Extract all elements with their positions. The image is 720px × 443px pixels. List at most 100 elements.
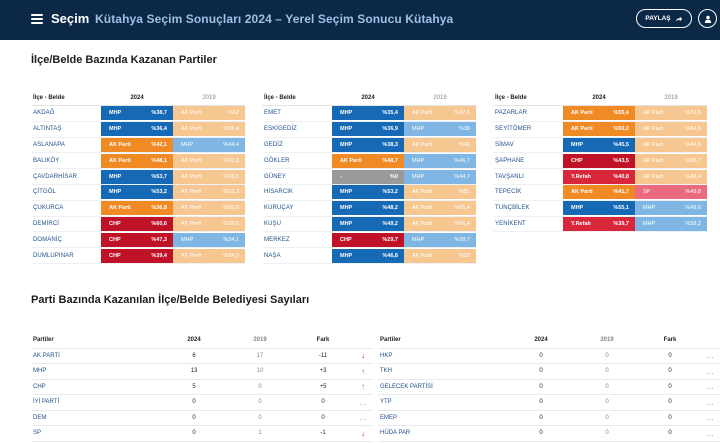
district-name[interactable]: TUNÇBİLEK [495,205,530,212]
district-name[interactable]: ÇUKURCA [33,205,64,212]
district-row[interactable]: PAZARLAR AK Parti %55,4 AK Parti %72,5 [493,106,707,122]
result-2024: CHP %43,5 [563,153,635,168]
district-row[interactable]: TUNÇBİLEK MHP %55,1 MHP %49,6 [493,201,707,217]
district-name[interactable]: DUMLUPINAR [33,252,74,259]
district-name[interactable]: ŞAPHANE [495,157,525,164]
party-name[interactable]: HÜDA PAR [380,430,411,437]
party-name[interactable]: İYİ PARTİ [33,399,60,406]
district-row[interactable]: GEDİZ MHP %38,3 AK Parti %43 [262,137,476,154]
district-row[interactable]: BALIKÖY AK Parti %48,1 AK Parti %62,3 [31,153,245,170]
district-name[interactable]: NAŞA [264,252,281,259]
party-name[interactable]: YTP [380,399,392,406]
district-row[interactable]: GÖKLER AK Parti %48,7 MHP %46,7 [262,153,476,170]
district-name[interactable]: ASLANAPA [33,141,66,148]
party-name[interactable]: DEM [33,414,47,421]
ellipsis-icon: … [706,428,714,438]
percent-2019: %46,7 [454,157,470,164]
district-name[interactable]: KUŞU [264,220,282,227]
district-row[interactable]: ÇUKURCA AK Parti %36,8 AK Parti %55,6 [31,201,245,217]
district-name[interactable]: GÖKLER [264,157,290,164]
col-header-2024: 2024 [592,94,606,101]
district-name[interactable]: PAZARLAR [495,110,528,117]
district-name[interactable]: ÇİTGÖL [33,189,56,196]
party-name[interactable]: EMEP [380,414,398,421]
party-name[interactable]: GELECEK PARTİSİ [380,383,433,390]
party-name[interactable]: HKP [380,352,393,359]
party-name[interactable]: CHP [33,383,46,390]
district-row[interactable]: SEYİTÖMER AK Parti %50,2 AK Parti %64,6 [493,122,707,138]
count-2024: 0 [539,430,543,437]
district-row[interactable]: NAŞA MHP %46,8 AK Parti %58 [262,248,476,264]
party-name[interactable]: TKH [380,368,392,375]
count-2024: 0 [539,368,543,375]
district-name[interactable]: BALIKÖY [33,157,60,164]
percent-2019: %55,4 [454,205,470,212]
ellipsis-icon: … [706,382,714,392]
percent-2024: %60,6 [151,220,167,227]
hamburger-icon[interactable] [31,14,43,24]
district-row[interactable]: TAVŞANLI Y.Refah %40,8 AK Parti %48,4 [493,169,707,185]
percent-2024: %0 [390,173,398,180]
district-row[interactable]: ÇİTGÖL MHP %53,2 AK Parti %53,3 [31,185,245,201]
percent-2019: %44,6 [685,141,701,148]
district-row[interactable]: EMET MHP %35,4 AK Parti %47,6 [262,106,476,122]
ellipsis-icon: … [706,351,714,361]
party-2019: AK Parti [181,173,202,180]
percent-2024: %29,7 [382,236,398,243]
district-name[interactable]: SİMAV [495,141,514,148]
district-name[interactable]: ÇAVDARHİSAR [33,173,77,180]
district-row[interactable]: ŞAPHANE CHP %43,5 AK Parti %58,7 [493,153,707,170]
district-name[interactable]: DEMİRCİ [33,220,60,227]
district-row[interactable]: TEPECİK AK Parti %41,7 SP %49,8 [493,185,707,201]
district-name[interactable]: TEPECİK [495,189,522,196]
party-2024: MHP [340,110,353,117]
party-name[interactable]: MHP [33,368,47,375]
district-row[interactable]: MERKEZ CHP %29,7 MHP %38,7 [262,232,476,249]
brand-logo[interactable]: Seçim [51,11,90,26]
district-name[interactable]: YENİKENT [495,220,526,227]
district-row[interactable]: GÜNEY - %0 MHP %44,7 [262,169,476,185]
col-header-name: İlçe - Belde [495,94,527,101]
party-2019: MHP [412,157,425,164]
district-row[interactable]: ALTINTAŞ MHP %36,4 AK Parti %55,4 [31,122,245,138]
party-name[interactable]: AK PARTİ [33,352,60,359]
district-name[interactable]: GÜNEY [264,173,286,180]
percent-2024: %53,2 [151,189,167,196]
district-row[interactable]: AKDAĞ MHP %38,7 AK Parti %52 [31,106,245,122]
district-row[interactable]: KUŞU MHP %49,2 AK Parti %56,4 [262,216,476,233]
district-name[interactable]: MERKEZ [264,236,290,243]
party-2019: AK Parti [412,205,433,212]
district-row[interactable]: YENİKENT Y.Refah %39,7 MHP %58,2 [493,216,707,233]
district-name[interactable]: ESKİGEDİZ [264,126,297,133]
district-row[interactable]: ESKİGEDİZ MHP %36,9 MHP %39 [262,122,476,138]
district-row[interactable]: HİSARCIK MHP %53,2 AK Parti %51 [262,185,476,201]
district-name[interactable]: SEYİTÖMER [495,126,532,133]
party-row: SP 0 1 -1 ↓ [31,426,373,442]
district-row[interactable]: SİMAV MHP %45,5 AK Parti %44,6 [493,137,707,154]
count-2024: 0 [192,430,196,437]
party-2024: MHP [340,220,353,227]
district-name[interactable]: DOMANİÇ [33,236,63,243]
district-name[interactable]: EMET [264,110,282,117]
share-button[interactable]: PAYLAŞ [636,9,692,28]
ellipsis-icon: … [359,413,367,423]
user-button[interactable] [698,9,717,28]
result-2024: Y.Refah %40,8 [563,169,635,184]
district-row[interactable]: ASLANAPA AK Parti %42,1 MHP %44,4 [31,137,245,154]
district-row[interactable]: ÇAVDARHİSAR MHP %53,7 AK Parti %36,5 [31,169,245,185]
district-row[interactable]: DUMLUPINAR CHP %39,4 AK Parti %34,9 [31,248,245,264]
percent-2024: %41,7 [613,189,629,196]
district-name[interactable]: AKDAĞ [33,110,55,117]
district-row[interactable]: DEMİRCİ CHP %60,6 AK Parti %39,5 [31,216,245,233]
district-row[interactable]: KURUÇAY MHP %48,2 AK Parti %55,4 [262,201,476,217]
party-name[interactable]: SP [33,430,42,437]
district-name[interactable]: KURUÇAY [264,205,294,212]
district-name[interactable]: ALTINTAŞ [33,126,62,133]
district-row[interactable]: DOMANİÇ CHP %47,3 MHP %34,1 [31,232,245,249]
result-2019: MHP %44,4 [173,137,245,152]
district-name[interactable]: GEDİZ [264,141,283,148]
col-header-diff: Fark [663,337,677,344]
party-row: EMEP 0 0 0… [378,411,720,426]
district-name[interactable]: HİSARCIK [264,189,294,196]
district-name[interactable]: TAVŞANLI [495,173,524,180]
